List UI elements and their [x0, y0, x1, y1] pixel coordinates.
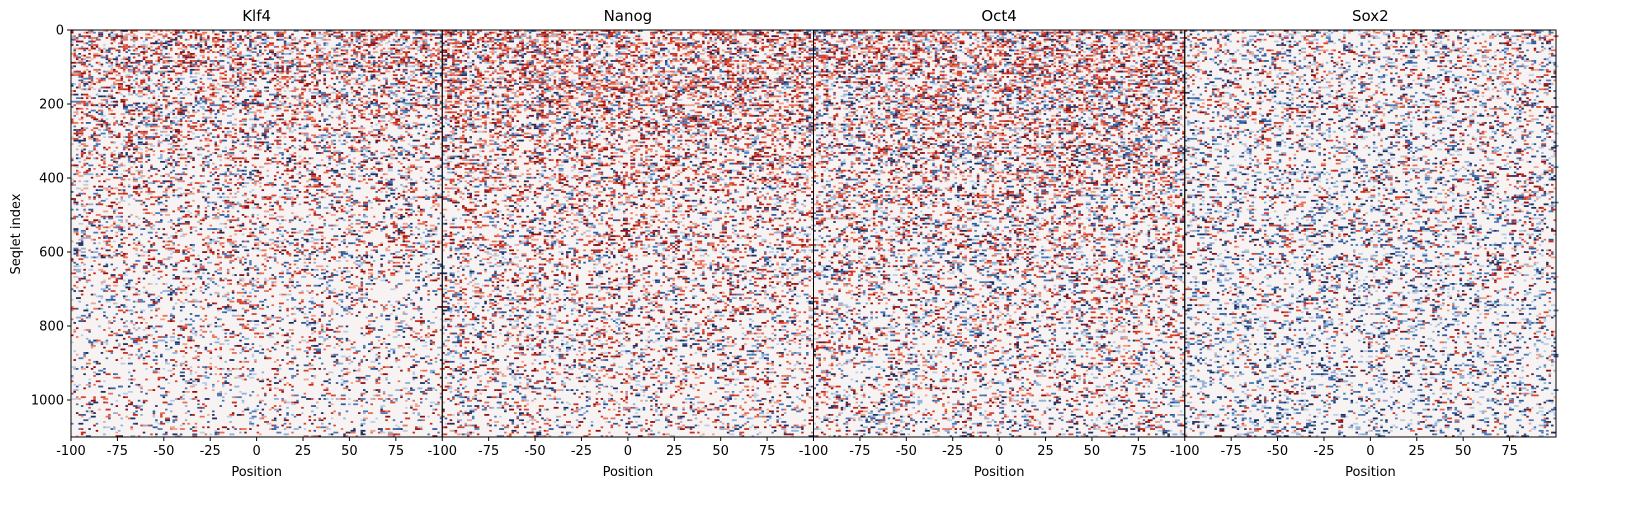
heatmap-panel-nanog: [442, 30, 816, 437]
x-axis-label: Position: [231, 465, 282, 480]
panel-title: Oct4: [981, 7, 1016, 25]
x-axis-label: Position: [1345, 465, 1396, 480]
x-tick-label: -50: [153, 444, 174, 459]
x-tick-label: -25: [1313, 444, 1334, 459]
panel-title: Sox2: [1352, 7, 1389, 25]
x-tick-label: 75: [1501, 444, 1518, 459]
x-tick-label: 75: [1130, 444, 1147, 459]
x-tick-label: 25: [1409, 444, 1426, 459]
y-tick-label: 1000: [31, 394, 64, 409]
x-tick-label: -50: [524, 444, 545, 459]
x-tick-label: 50: [1084, 444, 1101, 459]
y-tick-label: 200: [39, 98, 64, 113]
y-tick-label: 600: [39, 246, 64, 261]
x-tick-label: 0: [624, 444, 632, 459]
x-tick-label: 25: [295, 444, 312, 459]
x-tick-label: -75: [107, 444, 128, 459]
y-tick-label: 400: [39, 172, 64, 187]
x-tick-label: -100: [56, 444, 86, 459]
x-axis-label: Position: [603, 465, 654, 480]
x-tick-label: -100: [1170, 444, 1200, 459]
y-tick-label: 800: [39, 320, 64, 335]
y-tick-label: 0: [56, 24, 64, 39]
x-tick-label: -75: [1221, 444, 1242, 459]
x-tick-label: 0: [1366, 444, 1374, 459]
y-axis-label: Seqlet index: [9, 193, 24, 274]
x-tick-label: 25: [1037, 444, 1054, 459]
heatmap-panel-oct4: [814, 30, 1188, 437]
heatmap-panel-klf4: [71, 30, 445, 437]
x-tick-label: 50: [341, 444, 358, 459]
x-tick-label: -50: [896, 444, 917, 459]
heatmap-panels: [71, 30, 1558, 437]
x-tick-label: 50: [712, 444, 729, 459]
x-tick-label: -25: [571, 444, 592, 459]
x-tick-label: -50: [1267, 444, 1288, 459]
x-tick-label: 0: [995, 444, 1003, 459]
panel-title: Nanog: [604, 7, 653, 25]
x-tick-label: -75: [478, 444, 499, 459]
x-axis-label: Position: [974, 465, 1025, 480]
x-tick-label: 75: [388, 444, 405, 459]
panel-title: Klf4: [242, 7, 271, 25]
x-tick-label: 75: [759, 444, 776, 459]
heatmap-panel-sox2: [1185, 30, 1559, 437]
x-tick-label: 25: [666, 444, 683, 459]
x-tick-label: -25: [200, 444, 221, 459]
x-tick-label: -100: [427, 444, 457, 459]
x-tick-label: 50: [1455, 444, 1472, 459]
x-tick-label: -100: [799, 444, 829, 459]
x-tick-label: 0: [252, 444, 260, 459]
x-tick-label: -25: [942, 444, 963, 459]
x-tick-label: -75: [849, 444, 870, 459]
